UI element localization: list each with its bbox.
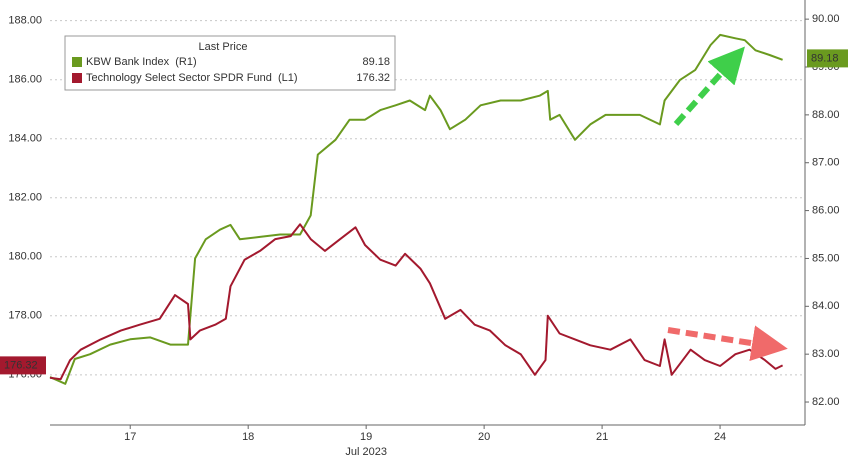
legend-swatch: [72, 73, 82, 83]
y2-tick-label: 85.00: [812, 252, 840, 264]
y-tick-label: 186.00: [8, 74, 42, 86]
trend-arrow-down: [667, 325, 788, 361]
x-tick-label: 18: [242, 431, 254, 443]
y2-tick-label: 86.00: [812, 204, 840, 216]
x-tick-label: 20: [478, 431, 490, 443]
x-tick-label: 21: [596, 431, 608, 443]
y-tick-label: 182.00: [8, 192, 42, 204]
legend-box: [64, 35, 396, 91]
y2-tick-label: 82.00: [812, 396, 840, 408]
y2-tick-label: 88.00: [812, 109, 840, 121]
legend-value: 176.32: [356, 72, 390, 84]
y2-tick-label: 87.00: [812, 157, 840, 169]
x-tick-label: 17: [124, 431, 136, 443]
last-price-tag: [807, 49, 848, 68]
last-price-tag-label: 89.18: [811, 52, 839, 64]
trend-arrow-up: [673, 46, 745, 126]
legend: Last Price KBW Bank Index (R1) 89.18 Techn…: [64, 35, 396, 91]
y-tick-label: 184.00: [8, 133, 42, 145]
y2-tick-label: 83.00: [812, 348, 840, 360]
legend-label: KBW Bank Index (R1): [86, 56, 197, 68]
legend-label: Technology Select Sector SPDR Fund (L1): [86, 72, 298, 84]
x-tick-label: 24: [714, 431, 726, 443]
x-sublabel: Jul 2023: [345, 446, 387, 458]
y-tick-label: 188.00: [8, 15, 42, 27]
series-line: [49, 223, 784, 381]
y-tick-label: 178.00: [8, 310, 42, 322]
last-price-tag-label: 176.32: [4, 359, 38, 371]
x-tick-label: 19: [360, 431, 372, 443]
series-line: [49, 33, 783, 385]
y-tick-label: 180.00: [8, 251, 42, 263]
legend-swatch: [72, 57, 82, 67]
legend-value: 89.18: [362, 56, 390, 68]
y2-tick-label: 84.00: [812, 300, 840, 312]
y2-tick-label: 90.00: [812, 13, 840, 25]
last-price-tag: [0, 356, 46, 375]
legend-title: Last Price: [199, 41, 248, 53]
